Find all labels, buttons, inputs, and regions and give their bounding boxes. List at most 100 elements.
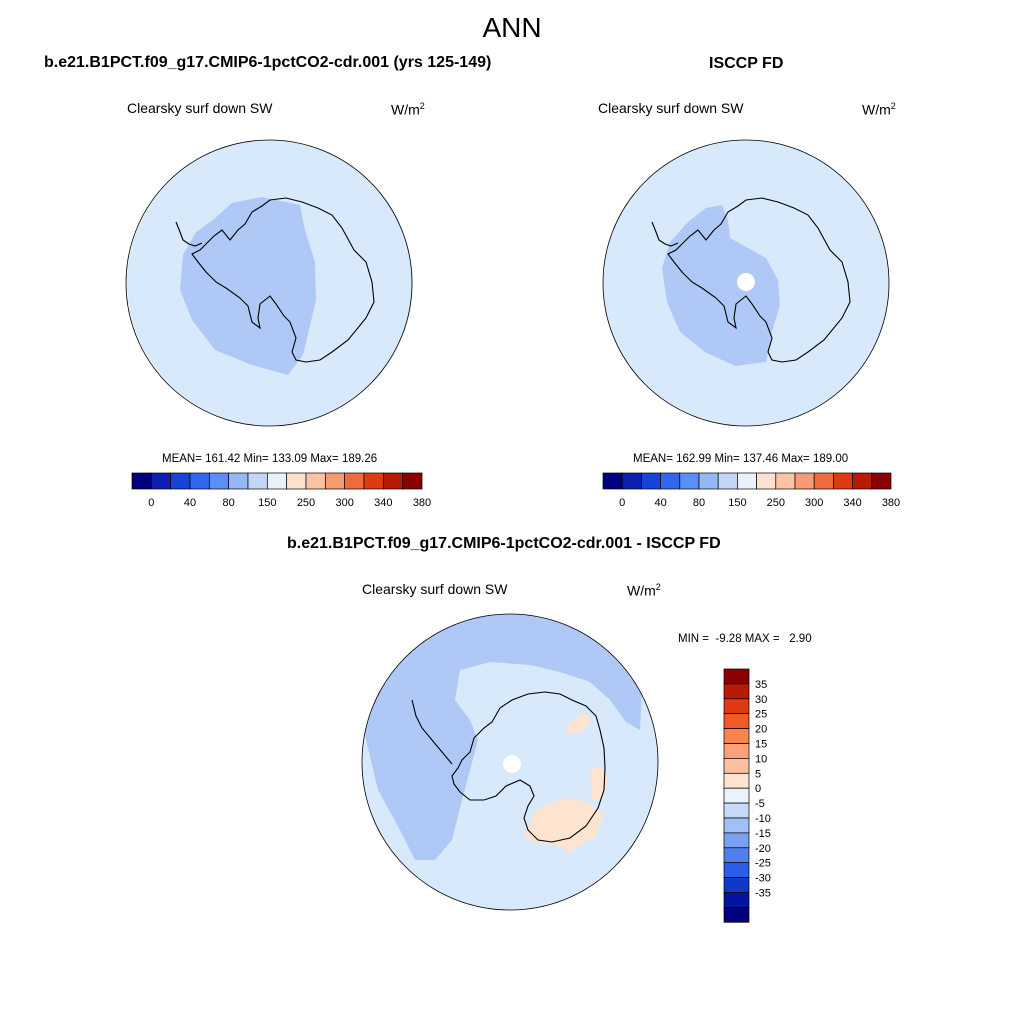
panel1-colorbar-tick-label: 40 <box>184 497 196 509</box>
panel3-variable-label: Clearsky surf down SW <box>362 581 508 597</box>
panel1-colorbar: 0 40 80 150 250 300 340 380 <box>131 472 431 509</box>
panel2-colorbar-tick-label: 40 <box>654 497 666 509</box>
panel2-colorbar-tick-label: 250 <box>767 497 785 509</box>
panel2-peninsula <box>651 221 679 247</box>
panel3-units: W/m2 <box>627 582 661 599</box>
panel2-colorbar-tick-label: 340 <box>843 497 861 509</box>
panel1-colorbar-tick-label: 300 <box>335 497 353 509</box>
panel1-colorbar-box <box>170 472 191 490</box>
panel3-colorbar-box <box>723 892 750 908</box>
panel2-colorbar-box <box>698 472 719 490</box>
panel2-pole-missing <box>737 273 755 291</box>
panel1-colorbar-box <box>344 472 365 490</box>
panel3-colorbar-tick-label: 20 <box>755 724 767 736</box>
panel3-colorbar-box <box>723 698 750 715</box>
panel3-colorbar-box <box>723 668 750 685</box>
panel3-colorbar-tick-label: -10 <box>755 813 771 825</box>
panel3-colorbar-tick-label: -35 <box>755 888 771 900</box>
panel2-colorbar-tick-label: 380 <box>882 497 900 509</box>
panel1-title: b.e21.B1PCT.f09_g17.CMIP6-1pctCO2-cdr.00… <box>44 54 492 71</box>
panel3-colorbar-box <box>723 683 750 700</box>
panel1-colorbar-tick-label: 80 <box>223 497 235 509</box>
panel3-colorbar-tick-label: -25 <box>755 858 771 870</box>
panel2-colorbar-tick-label: 150 <box>728 497 746 509</box>
panel3-colorbar-tick-label: 15 <box>755 739 767 751</box>
panel1-variable-label: Clearsky surf down SW <box>127 100 273 116</box>
panel2-stats: MEAN= 162.99 Min= 137.46 Max= 189.00 <box>633 453 849 465</box>
panel1-colorbar-tick-label: 150 <box>258 497 276 509</box>
panel3-colorbar-box <box>723 787 750 804</box>
panel1-colorbar-box <box>402 472 423 490</box>
panel2-colorbar-box <box>756 472 777 490</box>
panel1-colorbar-box <box>247 472 268 490</box>
panel2-antarctica-coast <box>667 197 851 363</box>
panel2-colorbar-box <box>737 472 757 490</box>
panel2-colorbar-box <box>602 472 623 490</box>
panel3-colorbar-box <box>723 713 750 729</box>
panel3-colorbar-tick-label: 30 <box>755 694 767 706</box>
panel2-colorbar-box <box>833 472 853 490</box>
panel2-colorbar-box <box>717 472 738 490</box>
panel3-antarctica-coast <box>451 691 606 843</box>
panel2-map <box>602 139 890 427</box>
panel3-colorbar-box <box>723 728 750 744</box>
panel3-colorbar-tick-label: -5 <box>755 798 765 810</box>
panel1-colorbar-box <box>286 472 307 490</box>
panel3-stats: MIN = -9.28 MAX = 2.90 <box>678 633 812 645</box>
panel3-colorbar-box <box>723 758 750 774</box>
panel1-colorbar-box <box>363 472 384 490</box>
panel3-map <box>361 613 659 911</box>
panel3-pole-missing <box>503 755 521 773</box>
panel1-colorbar-box <box>189 472 210 490</box>
panel3-colorbar-tick-label: 10 <box>755 753 767 765</box>
panel3-positive-bias-region-1 <box>524 798 604 852</box>
panel1-colorbar-box <box>266 472 288 490</box>
panel2-colorbar-tick-label: 0 <box>619 497 625 509</box>
panel2-colorbar-box <box>871 472 892 490</box>
panel1-units: W/m2 <box>391 101 425 118</box>
panel2-colorbar-box <box>679 472 700 490</box>
panel3-colorbar-box <box>723 847 750 864</box>
panel1-colorbar-tick-label: 0 <box>148 497 154 509</box>
panel2-map-border <box>602 139 890 427</box>
panel3-negative-bias-region <box>362 614 642 860</box>
panel1-colorbar-box <box>208 472 230 490</box>
panel3-colorbar-box <box>723 877 750 893</box>
panel2-colorbar-tick-label: 300 <box>805 497 823 509</box>
panel1-colorbar-tick-label: 340 <box>374 497 392 509</box>
panel2-units: W/m2 <box>862 101 896 118</box>
panel3-colorbar-box <box>723 772 750 789</box>
panel2-colorbar-box <box>621 472 642 490</box>
panel3-colorbar-tick-label: -20 <box>755 843 771 855</box>
panel1-colorbar-box <box>228 472 249 490</box>
panel1-colorbar-tick-label: 250 <box>297 497 315 509</box>
panel1-colorbar-box <box>131 472 152 490</box>
panel1-stats: MEAN= 161.42 Min= 133.09 Max= 189.26 <box>162 453 378 465</box>
panel3-colorbar-box <box>723 832 750 849</box>
panel2-variable-label: Clearsky surf down SW <box>598 100 744 116</box>
panel2-colorbar: 0 40 80 150 250 300 340 380 <box>602 472 900 509</box>
panel2-low-value-region <box>662 205 780 366</box>
panel3-colorbar-box <box>723 862 750 878</box>
panel3-colorbar-tick-label: 25 <box>755 709 767 721</box>
panel2-colorbar-box <box>660 472 681 490</box>
panel2-colorbar-box <box>775 472 796 490</box>
panel3-colorbar-tick-label: 35 <box>755 679 767 691</box>
panel1-colorbar-box <box>305 472 326 490</box>
panel3-title: b.e21.B1PCT.f09_g17.CMIP6-1pctCO2-cdr.00… <box>287 535 721 552</box>
panel2-colorbar-box <box>852 472 873 490</box>
panel3-colorbar-tick-label: 5 <box>755 768 761 780</box>
panel3-positive-bias-region-3 <box>566 712 592 734</box>
panel1-colorbar-box <box>324 472 346 490</box>
panel3-colorbar-box <box>723 817 750 834</box>
panel3-colorbar: 35 30 25 20 15 10 5 0 -5 -10 -15 -20 -25 -30 -35 <box>723 668 771 923</box>
panel1-peninsula <box>175 221 203 247</box>
panel3-colorbar-tick-label: -30 <box>755 873 771 885</box>
panel2-colorbar-tick-label: 80 <box>693 497 705 509</box>
panel1-colorbar-tick-label: 380 <box>413 497 431 509</box>
figure-title: ANN <box>482 12 542 43</box>
panel3-colorbar-box <box>723 907 750 923</box>
panel1-colorbar-box <box>382 472 404 490</box>
panel2-colorbar-box <box>813 472 834 490</box>
